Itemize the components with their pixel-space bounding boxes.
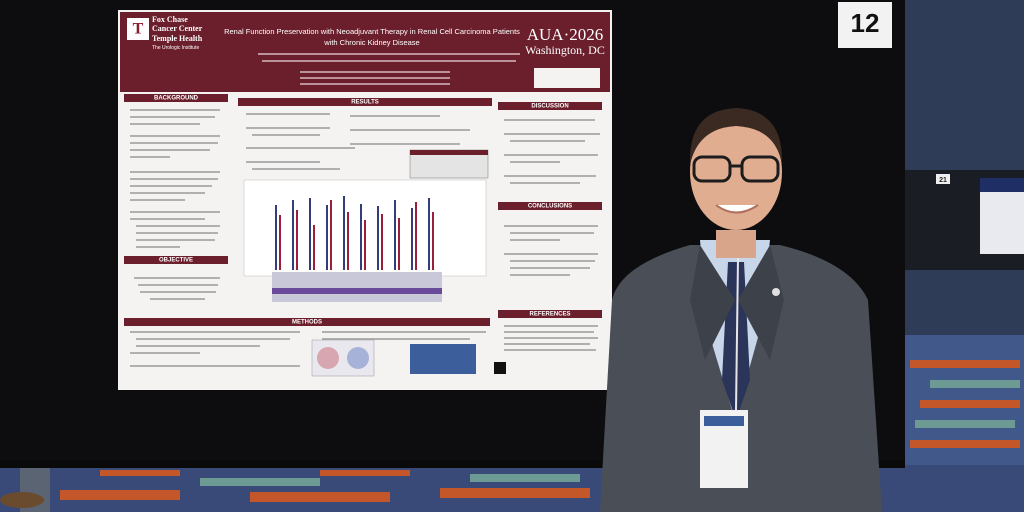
x-icon [494, 362, 506, 374]
person [600, 108, 882, 512]
poster-title: Renal Function Preservation with Neoadju… [224, 27, 520, 36]
section-title: METHODS [292, 320, 322, 326]
institution: The Urologic Institute [152, 45, 199, 51]
methods-panel [410, 344, 476, 374]
abstract-box [534, 68, 600, 88]
institution: Temple Health [152, 34, 203, 43]
side-number: 21 [939, 177, 947, 184]
hall-wall [905, 0, 1024, 335]
section-bar [498, 202, 602, 210]
institution: Cancer Center [152, 24, 203, 33]
booth-sign [838, 2, 892, 48]
booth-number: 12 [851, 8, 880, 38]
carpet-pattern [60, 360, 1020, 502]
carpet-teal [200, 380, 1020, 486]
heatmap-row [272, 288, 442, 294]
figure-bars [275, 196, 434, 270]
poster-title: with Chronic Kidney Disease [323, 38, 419, 47]
section-bar [124, 318, 490, 326]
section-title: OBJECTIVE [159, 258, 193, 264]
side-sign [936, 174, 950, 184]
section-bar [238, 98, 492, 106]
meeting: AUA·2026 [527, 25, 604, 44]
side-poster-header [980, 178, 1024, 192]
location: Washington, DC [525, 43, 605, 57]
body-text-lines [130, 109, 600, 367]
figure-heatmap [272, 272, 442, 302]
logo [127, 18, 149, 40]
figure-circle [347, 347, 369, 369]
section-title: DISCUSSION [531, 104, 568, 110]
board-edge [0, 460, 905, 468]
institution: Fox Chase [152, 15, 188, 24]
section-bar [498, 102, 602, 110]
section-bar [124, 256, 228, 264]
section-title: REFERENCES [529, 312, 570, 318]
logo-mark: T [133, 21, 144, 38]
section-title: CONCLUSIONS [528, 204, 572, 210]
section-title: BACKGROUND [154, 96, 199, 102]
figure-circle [317, 347, 339, 369]
table-header [410, 150, 488, 155]
section-bar [498, 310, 602, 318]
section-title: RESULTS [351, 100, 379, 106]
visitor-shoe [0, 492, 44, 508]
author-lines [258, 53, 520, 85]
section-bar [124, 94, 228, 102]
